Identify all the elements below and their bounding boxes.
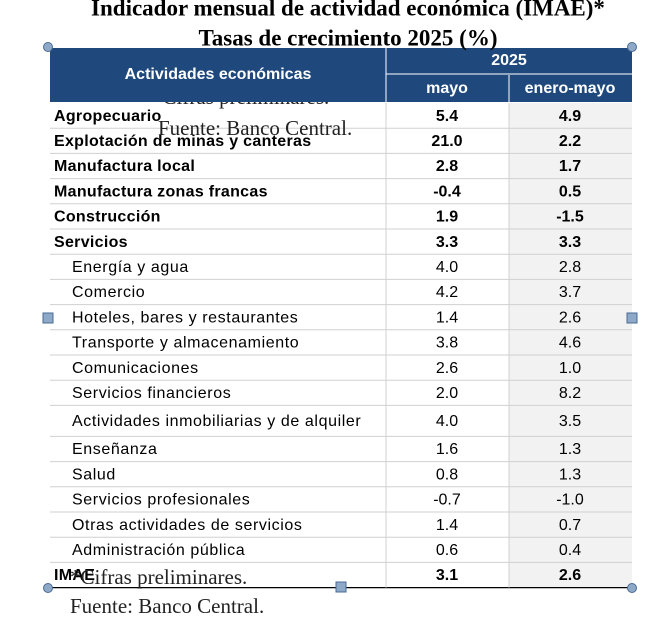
- table-header: Actividades económicas 2025 mayo enero-m…: [50, 48, 632, 102]
- row-label: Servicios: [54, 234, 128, 251]
- row-label: Administración pública: [72, 542, 245, 559]
- cell: 0.8: [436, 466, 458, 483]
- cell: 3.5: [559, 413, 581, 430]
- cell: 4.6: [559, 335, 581, 352]
- row-label: Construcción: [54, 209, 161, 226]
- row-label: IMAE: [54, 567, 95, 584]
- cell: 2.2: [559, 133, 581, 150]
- cell: 0.6: [436, 542, 458, 559]
- cell: 1.0: [559, 360, 581, 377]
- cell: 21.0: [431, 133, 462, 150]
- header-col: enero-mayo: [525, 80, 616, 97]
- cell: 0.5: [559, 183, 581, 200]
- cell: 0.7: [559, 517, 581, 534]
- cell: 2.6: [559, 309, 581, 326]
- header-bg: [50, 48, 632, 102]
- handle: [42, 312, 54, 324]
- row-label: Explotación de minas y canteras: [54, 133, 311, 150]
- row-label: Servicios financieros: [72, 385, 231, 402]
- cell: 2.8: [436, 158, 458, 175]
- row-label: Energía y agua: [72, 259, 189, 276]
- row-label: Hoteles, bares y restaurantes: [72, 309, 298, 326]
- cell: -0.7: [433, 492, 461, 509]
- row-label: Actividades inmobiliarias y de alquiler: [72, 413, 361, 430]
- cell: 3.1: [436, 567, 458, 584]
- row-label: Enseñanza: [72, 441, 157, 458]
- cell: -1.0: [556, 492, 584, 509]
- table-body: Agropecuario 5.4 4.9 Explotación de minas y…: [50, 103, 632, 589]
- cell: 2.8: [559, 259, 581, 276]
- cell: 2.6: [559, 567, 581, 584]
- cell: 1.4: [436, 517, 458, 534]
- cell: 2.0: [436, 385, 458, 402]
- cell: 1.9: [436, 209, 458, 226]
- note: Fuente: Banco Central.: [70, 594, 264, 618]
- cell: 4.0: [436, 413, 458, 430]
- title-line: Tasas de crecimiento 2025 (%): [199, 25, 498, 50]
- cell: -1.5: [556, 209, 584, 226]
- row-label: Comunicaciones: [72, 360, 199, 377]
- handle: [626, 312, 638, 324]
- cell: 0.4: [559, 542, 581, 559]
- note: Fuente: Banco Central.: [158, 116, 352, 140]
- row-label: Servicios profesionales: [72, 492, 250, 509]
- row-label: Manufactura zonas francas: [54, 183, 268, 200]
- cell: 5.4: [436, 108, 458, 125]
- cell: 3.3: [559, 234, 581, 251]
- notes: *Cifras preliminares. Fuente: Banco Cent…: [70, 565, 264, 618]
- header-col: mayo: [426, 80, 468, 97]
- header-label: Actividades económicas: [125, 66, 312, 83]
- cell: 3.3: [436, 234, 458, 251]
- handle: [335, 581, 347, 593]
- cell: 8.2: [559, 385, 581, 402]
- handle: [627, 583, 637, 593]
- handle: [43, 583, 53, 593]
- cell: 4.0: [436, 259, 458, 276]
- cell: 1.3: [559, 466, 581, 483]
- note: *Cifras preliminares.: [70, 565, 247, 589]
- header-year: 2025: [491, 52, 527, 69]
- cell: 1.4: [436, 309, 458, 326]
- cell: 4.2: [436, 284, 458, 301]
- row-label: Otras actividades de servicios: [72, 517, 303, 534]
- handle: [627, 42, 637, 52]
- row-label: Salud: [72, 466, 116, 483]
- cell: 3.8: [436, 335, 458, 352]
- row-label: Agropecuario: [54, 108, 162, 125]
- title: Indicador mensual de actividad económica…: [91, 0, 605, 50]
- row-label: Manufactura local: [54, 158, 195, 175]
- column-shade: [509, 103, 632, 588]
- selection-handles: [42, 42, 638, 593]
- cell: 1.6: [436, 441, 458, 458]
- cell: 1.3: [559, 441, 581, 458]
- row-label: Transporte y almacenamiento: [72, 335, 299, 352]
- row-label: Comercio: [72, 284, 145, 301]
- title-line: Indicador mensual de actividad económica…: [91, 0, 605, 20]
- handle: [43, 42, 53, 52]
- cell: -0.4: [433, 183, 461, 200]
- cell: 4.9: [559, 108, 581, 125]
- cell: 1.7: [559, 158, 581, 175]
- cell: 3.7: [559, 284, 581, 301]
- cell: 2.6: [436, 360, 458, 377]
